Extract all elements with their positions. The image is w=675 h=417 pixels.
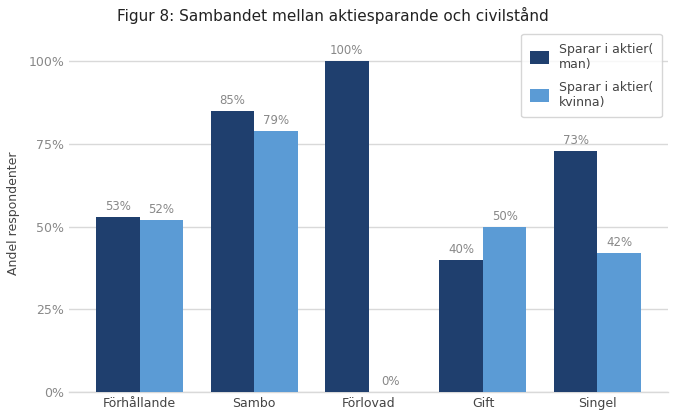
Text: 79%: 79% [263, 114, 289, 127]
Text: 73%: 73% [563, 134, 589, 147]
Bar [554, 151, 597, 392]
Bar [597, 253, 641, 392]
Text: 0%: 0% [381, 375, 400, 388]
Bar [140, 220, 183, 392]
Bar [483, 227, 526, 392]
Text: Figur 8: Sambandet mellan aktiesparande och civilstånd: Figur 8: Sambandet mellan aktiesparande … [117, 7, 549, 24]
Text: 85%: 85% [219, 94, 245, 107]
Y-axis label: Andel respondenter: Andel respondenter [7, 152, 20, 275]
Bar [254, 131, 298, 392]
Text: 42%: 42% [606, 236, 632, 249]
Bar [325, 61, 369, 392]
Text: 50%: 50% [492, 210, 518, 223]
Text: 52%: 52% [148, 203, 174, 216]
Bar [97, 217, 140, 392]
Legend: Sparar i aktier(
man), Sparar i aktier(
kvinna): Sparar i aktier( man), Sparar i aktier( … [521, 34, 662, 118]
Bar [211, 111, 254, 392]
Text: 40%: 40% [448, 243, 475, 256]
Text: 100%: 100% [330, 44, 363, 58]
Bar [439, 260, 483, 392]
Text: 53%: 53% [105, 200, 131, 213]
